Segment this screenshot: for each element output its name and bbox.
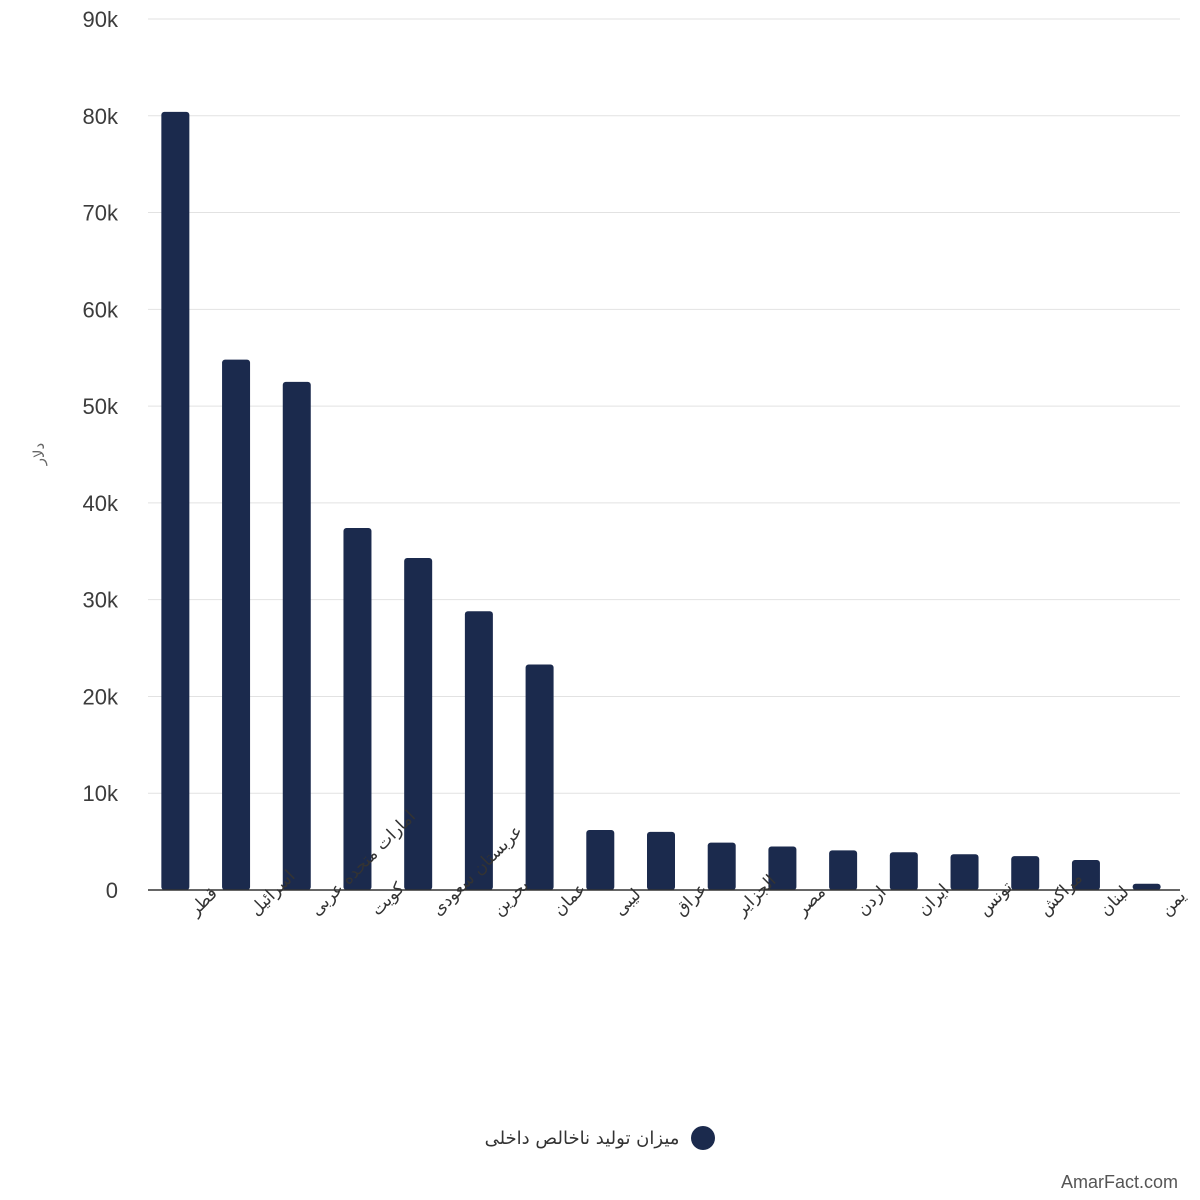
y-tick-label: 40k xyxy=(83,491,119,516)
x-tick-label: اردن xyxy=(853,883,890,920)
x-tick-label: یمن xyxy=(1157,886,1191,920)
y-axis-ticks: 0 10k 20k 30k 40k 50k 60k 70k 80k 90k xyxy=(83,7,119,903)
y-tick-label: 0 xyxy=(106,878,118,903)
x-tick-label: مصر xyxy=(792,882,830,920)
legend-label: میزان تولید ناخالص داخلی xyxy=(484,1127,680,1149)
bar[interactable] xyxy=(950,854,979,890)
x-tick-label: ایران xyxy=(914,880,954,920)
y-tick-label: 50k xyxy=(83,394,119,419)
y-tick-label: 30k xyxy=(83,588,119,613)
x-tick-label: تونس xyxy=(974,877,1017,920)
bar[interactable] xyxy=(586,829,615,890)
bar[interactable] xyxy=(404,558,433,890)
watermark: AmarFact.com xyxy=(1060,1172,1178,1192)
bar[interactable] xyxy=(768,846,797,890)
legend[interactable]: میزان تولید ناخالص داخلی xyxy=(0,1126,1200,1150)
bar[interactable] xyxy=(1132,883,1161,890)
bar[interactable] xyxy=(161,111,190,890)
y-tick-label: 90k xyxy=(83,7,119,32)
bar[interactable] xyxy=(889,852,918,890)
bar[interactable] xyxy=(343,528,372,890)
bar[interactable] xyxy=(1011,856,1040,890)
y-tick-label: 20k xyxy=(83,684,119,709)
bar[interactable] xyxy=(647,831,675,890)
x-tick-label: مراکش xyxy=(1035,868,1087,920)
bar[interactable] xyxy=(222,359,251,890)
y-tick-label: 60k xyxy=(83,297,119,322)
bar[interactable] xyxy=(829,850,858,890)
x-tick-label: لبنان xyxy=(1096,882,1134,920)
x-tick-label: عراق xyxy=(671,879,712,920)
x-tick-label: کویت xyxy=(367,878,409,920)
bar[interactable] xyxy=(525,664,554,890)
bar[interactable] xyxy=(707,842,736,890)
grid-lines xyxy=(148,18,1180,794)
x-tick-label: اسرائیل xyxy=(246,866,300,920)
bars xyxy=(161,111,1161,890)
y-tick-label: 80k xyxy=(83,104,119,129)
x-tick-label: قطر xyxy=(185,884,222,921)
bar[interactable] xyxy=(1071,859,1100,890)
x-tick-label: عمان xyxy=(549,879,590,920)
x-tick-label: الجزایر xyxy=(731,871,781,921)
y-tick-label: 10k xyxy=(83,781,119,806)
y-tick-label: 70k xyxy=(83,201,119,226)
bar[interactable] xyxy=(464,611,493,890)
legend-marker-icon xyxy=(691,1126,716,1150)
bar[interactable] xyxy=(282,381,311,890)
y-axis-title: دلار xyxy=(30,443,48,466)
